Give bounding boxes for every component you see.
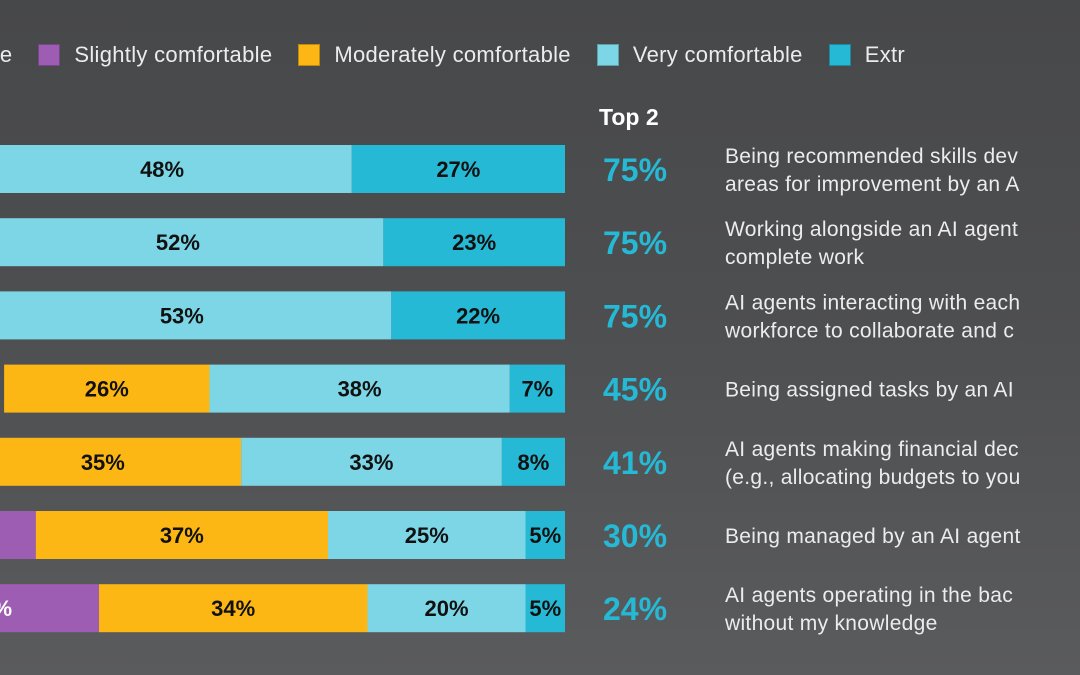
chart-legend: ortable Slightly comfortable Moderately co…	[0, 37, 931, 73]
category-label: AI agents operating in the bac	[725, 584, 1013, 607]
bar-row: 22% 53% 75% AI agents interacting with each…	[0, 291, 1020, 342]
top2-column-header: Top 2	[599, 104, 659, 130]
segment-value-label: 5%	[529, 596, 561, 621]
top2-value: 45%	[603, 372, 667, 408]
legend-swatch	[38, 44, 61, 66]
bar-row: 5% 25% 37% 30% Being managed by an AI agent	[0, 511, 1021, 559]
legend-label: Moderately comfortable	[334, 42, 571, 67]
bar-segment	[0, 437, 242, 486]
category-label: AI agents making financial dec	[725, 438, 1019, 461]
top2-value: 75%	[603, 298, 667, 334]
bar-row: 8% 33% 35% 41% AI agents making financial de…	[0, 437, 1021, 489]
legend-item: Slightly comfortable	[38, 42, 272, 68]
legend-label: Slightly comfortable	[74, 42, 273, 67]
legend-item: ortable	[0, 42, 12, 68]
legend-swatch	[298, 44, 321, 66]
legend-label: Very comfortable	[632, 42, 803, 67]
bar-row: 7% 38% 26% 45% Being assigned tasks by an AI	[4, 364, 1014, 413]
bar-segment	[501, 437, 565, 486]
bar-segment	[0, 584, 99, 633]
category-label: Working alongside an AI agent	[725, 218, 1018, 241]
top2-value: 24%	[603, 591, 667, 627]
bar-segment	[0, 145, 352, 193]
bar-row: 23% 52% 75% Working alongside an AI agent co…	[0, 218, 1018, 269]
segment-value-label: 33%	[349, 450, 393, 475]
segment-value-label: 52%	[156, 230, 200, 255]
bar-segment	[241, 437, 502, 486]
segment-value-label: 5%	[529, 523, 561, 548]
top2-value: 30%	[603, 518, 667, 554]
category-label: without my knowledge	[724, 612, 938, 635]
category-label: Being recommended skills dev	[725, 145, 1018, 168]
category-label: (e.g., allocating budgets to you	[725, 466, 1021, 489]
top2-value: 41%	[603, 445, 667, 481]
segment-value-label: 27%	[436, 157, 480, 182]
segment-value-label: 48%	[140, 157, 184, 182]
bar-segment	[351, 145, 565, 193]
legend-item: Extr	[828, 42, 906, 68]
category-label: areas for improvement by an A	[725, 173, 1020, 196]
bar-row: 5% 20% 34%% 24% AI agents operating in the b…	[0, 584, 1013, 635]
segment-value-label: 20%	[424, 596, 468, 621]
segment-value-label: 53%	[160, 303, 204, 328]
legend-swatch	[596, 44, 619, 66]
bar-segment	[0, 218, 384, 267]
legend-item: Moderately comfortable	[298, 42, 571, 68]
category-label: complete work	[725, 246, 864, 269]
segment-value-label: 34%	[211, 596, 255, 621]
bar-row: 27% 48% 75% Being recommended skills dev are…	[0, 145, 1020, 196]
category-label: Being assigned tasks by an AI	[725, 379, 1014, 402]
segment-value-label: 26%	[85, 377, 129, 402]
segment-value-label: 8%	[518, 450, 550, 475]
bar-segment	[525, 511, 565, 559]
legend-item: Very comfortable	[596, 42, 803, 68]
bar-segment	[4, 364, 210, 413]
bar-segment	[367, 584, 526, 633]
segment-value-label: 38%	[338, 377, 382, 402]
legend-label: Extr	[864, 42, 906, 67]
bar-segment	[209, 364, 510, 413]
bar-segment	[525, 584, 565, 633]
category-label: AI agents interacting with each	[725, 291, 1020, 314]
category-label: workforce to collaborate and c	[724, 319, 1014, 342]
bar-segment	[0, 511, 36, 559]
segment-value-label: 7%	[521, 377, 553, 402]
top2-value: 75%	[603, 225, 667, 261]
bar-segment	[35, 511, 328, 559]
top2-value: 75%	[603, 152, 667, 188]
bar-segment	[391, 291, 565, 340]
legend-swatch	[828, 44, 851, 66]
bar-segment	[98, 584, 368, 633]
segment-value-label: 35%	[81, 450, 125, 475]
bar-segment	[509, 364, 565, 413]
category-label: Being managed by an AI agent	[725, 525, 1021, 548]
bar-segment	[328, 511, 526, 559]
segment-value-label: 23%	[452, 230, 496, 255]
segment-value-label: 37%	[160, 523, 204, 548]
segment-value-label: %	[0, 596, 12, 621]
bar-segment	[383, 218, 565, 267]
segment-value-label: 25%	[405, 523, 449, 548]
legend-label: ortable	[0, 42, 13, 67]
bar-segment	[0, 291, 392, 340]
segment-value-label: 22%	[456, 303, 500, 328]
